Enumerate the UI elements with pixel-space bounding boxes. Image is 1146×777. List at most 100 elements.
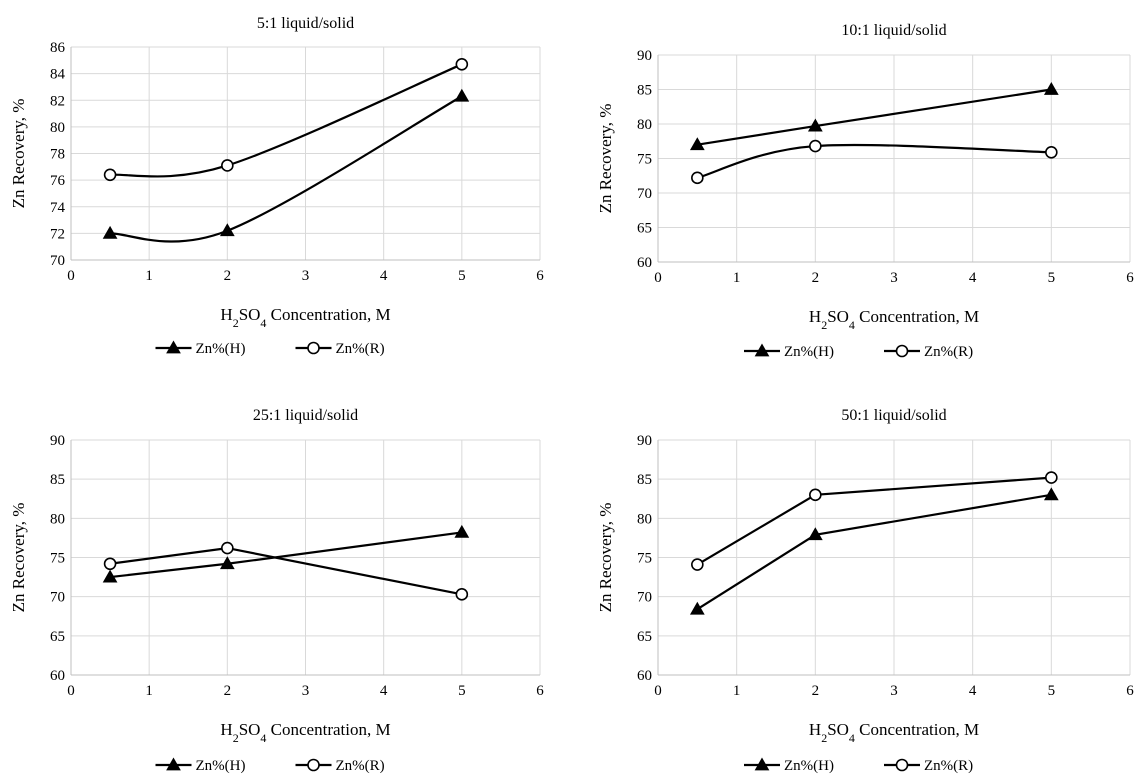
y-tick-label: 60 [637,255,652,271]
legend-label: Zn%(H) [196,758,246,774]
zn-h-data-point [807,527,823,541]
triangle-marker-icon [754,757,770,771]
y-tick-label: 80 [50,511,65,527]
x-tick-label: 3 [890,683,898,699]
zn-r-data-point [1045,471,1058,484]
x-tick-label: 6 [536,683,544,699]
zn-h-data-point [1043,487,1059,501]
x-axis-label-part: Concentration, M [855,720,979,739]
y-tick-label: 65 [50,629,65,645]
circle-marker-icon [307,341,320,355]
zn-r-data-point [103,168,117,182]
y-tick-label: 60 [637,668,652,684]
x-axis-label-part: H [220,305,232,324]
y-tick-label: 78 [50,147,65,163]
zn-h-data-point [807,118,823,132]
x-axis-label-subscript: 4 [849,731,855,745]
triangle-marker-icon [166,340,181,354]
zn-r-data-point [691,558,704,571]
zn-h-data-point [219,556,235,570]
series-line-zn-h [696,493,1052,611]
zn-h-data-point [689,601,705,615]
legend-label: Zn%(R) [924,344,973,360]
zn-h-data-point [219,223,235,237]
y-axis-label: Zn Recovery, % [596,104,615,214]
x-tick-label: 0 [654,270,662,286]
zn-r-data-point [221,541,234,555]
y-axis-label: Zn Recovery, % [9,99,28,209]
y-tick-label: 72 [50,226,65,242]
zn-r-data-point [103,557,117,571]
y-tick-label: 85 [637,472,652,488]
zn-h-data-point [454,524,470,538]
x-tick-label: 4 [380,683,388,699]
x-tick-label: 0 [67,268,75,284]
y-tick-label: 90 [637,433,652,449]
legend-item: Zn%(R) [884,758,973,774]
zn-h-data-point [102,569,118,583]
x-axis-label-part: H [809,307,821,326]
y-tick-label: 80 [637,117,652,133]
x-axis-label: H2SO4 Concentration, M [809,307,979,332]
x-tick-label: 5 [1048,683,1056,699]
y-tick-label: 75 [637,152,652,168]
x-axis-label-part: SO [827,307,849,326]
x-axis-label-subscript: 2 [821,731,827,745]
legend-item: Zn%(H) [744,757,834,774]
x-axis-label: H2SO4 Concentration, M [220,720,390,745]
zn-h-data-point [1043,81,1059,95]
y-tick-label: 90 [637,48,652,64]
y-tick-label: 65 [637,221,652,237]
x-axis-label-part: H [220,720,232,739]
series-line-zn-r [696,476,1052,566]
zn-r-data-point [455,58,469,71]
y-tick-label: 76 [50,173,66,189]
zn-r-data-point [221,159,234,172]
y-tick-label: 60 [50,668,65,684]
legend-label: Zn%(H) [784,758,834,774]
legend-label: Zn%(H) [784,344,834,360]
x-tick-label: 2 [224,683,232,699]
legend-item: Zn%(H) [155,757,246,774]
x-tick-label: 1 [733,683,741,699]
x-axis-label-part: Concentration, M [266,720,390,739]
legend-label: Zn%(H) [196,341,246,357]
y-tick-label: 75 [637,551,652,567]
x-tick-label: 4 [969,683,977,699]
y-tick-label: 70 [637,186,652,202]
chart-title: 25:1 liquid/solid [253,407,358,424]
circle-marker-icon [895,344,909,358]
chart-title: 5:1 liquid/solid [257,15,354,32]
x-tick-label: 5 [458,268,466,284]
y-tick-label: 86 [50,40,66,56]
y-tick-label: 70 [637,590,652,606]
y-tick-label: 70 [50,253,65,269]
series-line-zn-r [109,63,463,178]
x-tick-label: 6 [1126,270,1134,286]
x-tick-label: 1 [145,268,153,284]
x-axis-label-part: SO [827,720,849,739]
zn-r-data-point [1045,145,1058,159]
y-tick-label: 70 [50,590,65,606]
legend-label: Zn%(R) [336,758,385,774]
zn-h-data-point [102,225,118,239]
y-tick-label: 74 [50,200,66,216]
x-axis-label-subscript: 2 [233,316,239,330]
x-axis-label-part: Concentration, M [266,305,390,324]
legend-item: Zn%(R) [884,344,973,360]
x-axis-label-subscript: 2 [233,731,239,745]
x-tick-label: 1 [733,270,741,286]
x-axis-label-part: H [809,720,821,739]
x-tick-label: 0 [654,683,662,699]
x-tick-label: 2 [812,270,820,286]
x-tick-label: 6 [536,268,544,284]
y-tick-label: 80 [50,120,65,136]
x-axis-label-part: SO [239,305,261,324]
y-tick-label: 85 [50,472,65,488]
legend-item: Zn%(R) [295,758,385,774]
series-line-zn-h [697,88,1052,146]
y-axis-label: Zn Recovery, % [596,503,615,613]
